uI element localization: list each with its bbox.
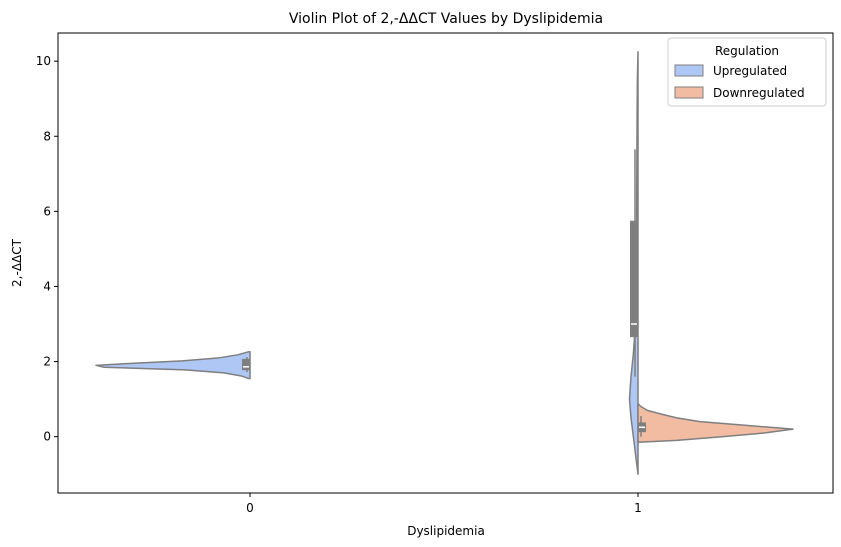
- axes: 0 2 4 6 8 10 0 1: [36, 54, 642, 515]
- y-tick-label: 6: [43, 204, 51, 218]
- plot-frame: [57, 32, 834, 494]
- box-upregulated-0: [242, 358, 250, 371]
- y-axis-label: 2,-ΔΔCT: [10, 238, 24, 287]
- chart-title: Violin Plot of 2,-ΔΔCT Values by Dyslipi…: [289, 11, 603, 27]
- x-tick-label: 1: [634, 501, 642, 515]
- x-axis-label: Dyslipidemia: [407, 524, 485, 538]
- legend-title: Regulation: [715, 44, 779, 58]
- box-upregulated-1: [630, 220, 638, 338]
- y-tick-label: 0: [43, 430, 51, 444]
- legend-label-upregulated: Upregulated: [713, 64, 787, 78]
- legend: Regulation Upregulated Downregulated: [667, 37, 827, 107]
- plot-area: [95, 51, 794, 475]
- x-tick-label: 0: [246, 501, 254, 515]
- y-tick-label: 8: [43, 129, 51, 143]
- legend-swatch-downregulated: [674, 86, 704, 99]
- legend-frame: [667, 37, 827, 107]
- y-tick-label: 4: [43, 279, 51, 293]
- violin-upregulated-0: [95, 351, 251, 380]
- legend-label-downregulated: Downregulated: [713, 86, 805, 100]
- y-tick-label: 10: [36, 54, 51, 68]
- y-tick-label: 2: [43, 355, 51, 369]
- violin-downregulated-1: [637, 402, 794, 444]
- legend-swatch-upregulated: [674, 64, 704, 77]
